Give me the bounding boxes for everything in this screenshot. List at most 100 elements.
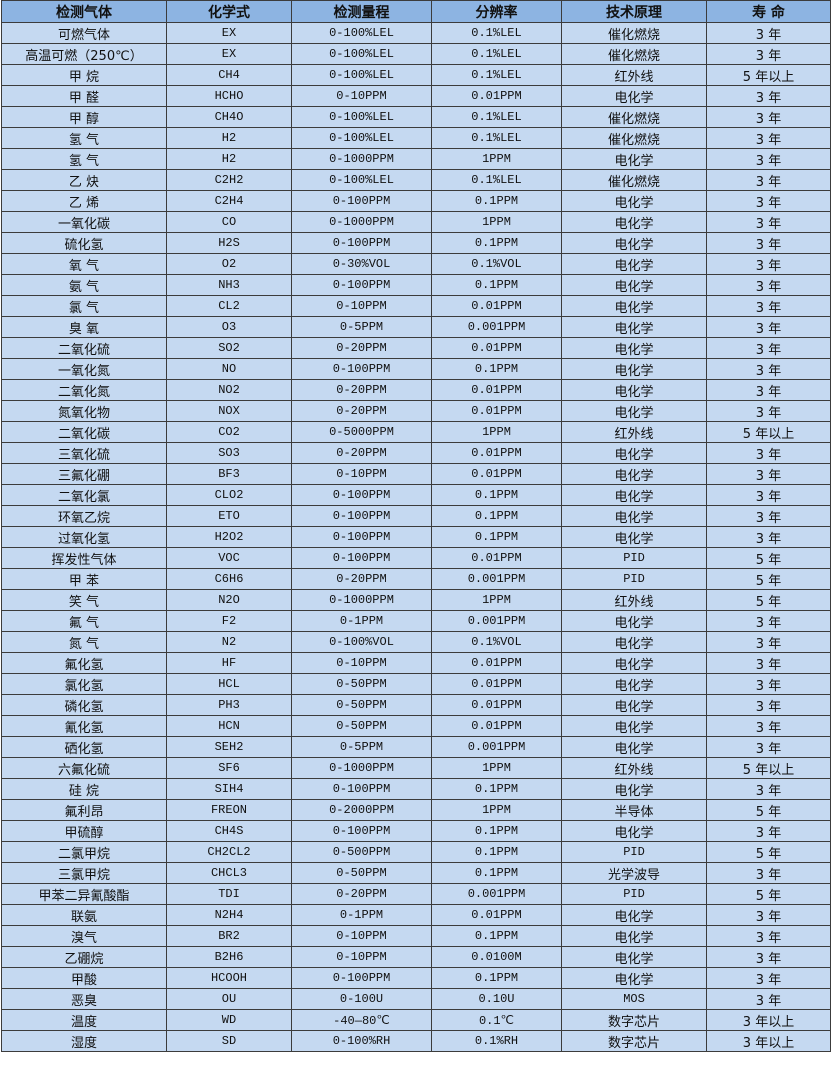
cell-formula: CH2CL2 bbox=[166, 841, 292, 863]
cell-resolution: 1PPM bbox=[431, 589, 562, 611]
cell-lifespan: 3 年 bbox=[706, 925, 831, 947]
cell-principle: 电化学 bbox=[561, 631, 707, 653]
cell-principle: 电化学 bbox=[561, 211, 707, 233]
cell-gas-name: 硒化氢 bbox=[1, 736, 167, 758]
cell-formula: NO2 bbox=[166, 379, 292, 401]
cell-range: 0-5PPM bbox=[291, 316, 432, 338]
cell-gas-name: 氮氧化物 bbox=[1, 400, 167, 422]
cell-formula: CHCL3 bbox=[166, 862, 292, 884]
cell-lifespan: 3 年 bbox=[706, 232, 831, 254]
cell-resolution: 0.1PPM bbox=[431, 232, 562, 254]
cell-principle: PID bbox=[561, 841, 707, 863]
cell-range: 0-100PPM bbox=[291, 820, 432, 842]
cell-formula: SO3 bbox=[166, 442, 292, 464]
cell-range: 0-1000PPM bbox=[291, 589, 432, 611]
cell-principle: 催化燃烧 bbox=[561, 22, 707, 44]
cell-resolution: 0.1PPM bbox=[431, 841, 562, 863]
cell-range: 0-20PPM bbox=[291, 400, 432, 422]
cell-lifespan: 3 年 bbox=[706, 484, 831, 506]
cell-resolution: 0.01PPM bbox=[431, 715, 562, 737]
table-row: 一氧化氮 NO 0-100PPM 0.1PPM 电化学 3 年 bbox=[1, 358, 831, 380]
cell-formula: CL2 bbox=[166, 295, 292, 317]
cell-gas-name: 乙硼烷 bbox=[1, 946, 167, 968]
cell-resolution: 0.01PPM bbox=[431, 379, 562, 401]
cell-gas-name: 乙 烯 bbox=[1, 190, 167, 212]
cell-formula: BR2 bbox=[166, 925, 292, 947]
cell-principle: 电化学 bbox=[561, 820, 707, 842]
cell-range: 0-100PPM bbox=[291, 967, 432, 989]
cell-formula: CO2 bbox=[166, 421, 292, 443]
cell-principle: 电化学 bbox=[561, 85, 707, 107]
cell-resolution: 0.001PPM bbox=[431, 736, 562, 758]
table-row: 三氯甲烷 CHCL3 0-50PPM 0.1PPM 光学波导 3 年 bbox=[1, 862, 831, 884]
cell-range: 0-5000PPM bbox=[291, 421, 432, 443]
cell-resolution: 0.1%RH bbox=[431, 1030, 562, 1052]
cell-lifespan: 3 年 bbox=[706, 337, 831, 359]
cell-lifespan: 5 年 bbox=[706, 589, 831, 611]
cell-resolution: 0.10U bbox=[431, 988, 562, 1010]
cell-range: 0-100PPM bbox=[291, 484, 432, 506]
cell-formula: NO bbox=[166, 358, 292, 380]
cell-formula: CH4S bbox=[166, 820, 292, 842]
cell-range: 0-100PPM bbox=[291, 778, 432, 800]
cell-principle: 电化学 bbox=[561, 148, 707, 170]
cell-range: 0-1000PPM bbox=[291, 148, 432, 170]
cell-resolution: 1PPM bbox=[431, 421, 562, 443]
cell-formula: EX bbox=[166, 43, 292, 65]
table-row: 可燃气体 EX 0-100%LEL 0.1%LEL 催化燃烧 3 年 bbox=[1, 22, 831, 44]
cell-gas-name: 溴气 bbox=[1, 925, 167, 947]
table-row: 臭 氧 O3 0-5PPM 0.001PPM 电化学 3 年 bbox=[1, 316, 831, 338]
cell-range: 0-20PPM bbox=[291, 883, 432, 905]
cell-principle: MOS bbox=[561, 988, 707, 1010]
table-row: 氯 气 CL2 0-10PPM 0.01PPM 电化学 3 年 bbox=[1, 295, 831, 317]
cell-lifespan: 3 年 bbox=[706, 967, 831, 989]
cell-range: 0-100%VOL bbox=[291, 631, 432, 653]
cell-range: 0-50PPM bbox=[291, 715, 432, 737]
cell-gas-name: 二氯甲烷 bbox=[1, 841, 167, 863]
column-header-resolution: 分辨率 bbox=[431, 0, 562, 23]
table-row: 高温可燃（250℃） EX 0-100%LEL 0.1%LEL 催化燃烧 3 年 bbox=[1, 43, 831, 65]
cell-principle: 电化学 bbox=[561, 442, 707, 464]
cell-lifespan: 3 年 bbox=[706, 274, 831, 296]
column-header-gas-name: 检测气体 bbox=[1, 0, 167, 23]
cell-range: 0-100PPM bbox=[291, 232, 432, 254]
cell-range: 0-100U bbox=[291, 988, 432, 1010]
table-row: 甲酸 HCOOH 0-100PPM 0.1PPM 电化学 3 年 bbox=[1, 967, 831, 989]
table-row: 氮 气 N2 0-100%VOL 0.1%VOL 电化学 3 年 bbox=[1, 631, 831, 653]
cell-principle: 电化学 bbox=[561, 946, 707, 968]
table-row: 湿度 SD 0-100%RH 0.1%RH 数字芯片 3 年以上 bbox=[1, 1030, 831, 1052]
cell-principle: 红外线 bbox=[561, 757, 707, 779]
cell-resolution: 0.01PPM bbox=[431, 442, 562, 464]
table-row: 二氧化氮 NO2 0-20PPM 0.01PPM 电化学 3 年 bbox=[1, 379, 831, 401]
cell-gas-name: 高温可燃（250℃） bbox=[1, 43, 167, 65]
cell-formula: SO2 bbox=[166, 337, 292, 359]
cell-range: 0-500PPM bbox=[291, 841, 432, 863]
table-row: 二氯甲烷 CH2CL2 0-500PPM 0.1PPM PID 5 年 bbox=[1, 841, 831, 863]
table-row: 联氨 N2H4 0-1PPM 0.01PPM 电化学 3 年 bbox=[1, 904, 831, 926]
cell-lifespan: 3 年 bbox=[706, 778, 831, 800]
cell-gas-name: 甲 醛 bbox=[1, 85, 167, 107]
cell-range: 0-100%LEL bbox=[291, 43, 432, 65]
cell-resolution: 0.1PPM bbox=[431, 862, 562, 884]
table-row: 氯化氢 HCL 0-50PPM 0.01PPM 电化学 3 年 bbox=[1, 673, 831, 695]
cell-lifespan: 5 年 bbox=[706, 568, 831, 590]
cell-resolution: 0.001PPM bbox=[431, 610, 562, 632]
cell-formula: H2O2 bbox=[166, 526, 292, 548]
cell-lifespan: 3 年 bbox=[706, 862, 831, 884]
column-header-lifespan: 寿 命 bbox=[706, 0, 831, 23]
cell-range: 0-100PPM bbox=[291, 526, 432, 548]
cell-resolution: 0.1%LEL bbox=[431, 22, 562, 44]
cell-principle: 电化学 bbox=[561, 778, 707, 800]
cell-principle: 电化学 bbox=[561, 526, 707, 548]
cell-range: 0-10PPM bbox=[291, 295, 432, 317]
cell-range: 0-100%LEL bbox=[291, 64, 432, 86]
cell-resolution: 0.1%LEL bbox=[431, 127, 562, 149]
table-row: 过氧化氢 H2O2 0-100PPM 0.1PPM 电化学 3 年 bbox=[1, 526, 831, 548]
table-row: 硅 烷 SIH4 0-100PPM 0.1PPM 电化学 3 年 bbox=[1, 778, 831, 800]
cell-gas-name: 氰化氢 bbox=[1, 715, 167, 737]
cell-principle: 电化学 bbox=[561, 190, 707, 212]
cell-principle: 电化学 bbox=[561, 379, 707, 401]
cell-lifespan: 3 年 bbox=[706, 526, 831, 548]
cell-lifespan: 3 年 bbox=[706, 652, 831, 674]
cell-formula: ETO bbox=[166, 505, 292, 527]
